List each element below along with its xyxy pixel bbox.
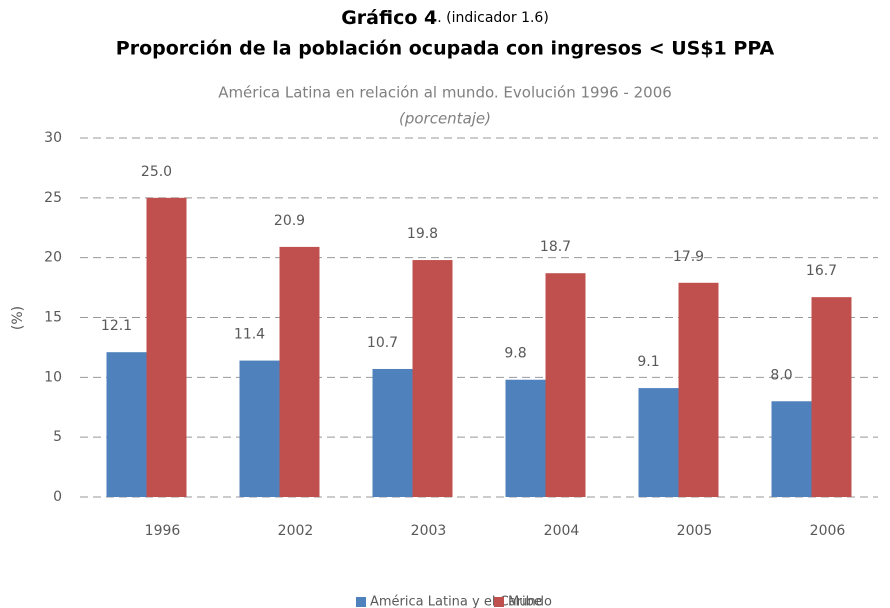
value-label: 19.8: [407, 226, 438, 242]
bar: [545, 273, 586, 497]
title-main: Gráfico 4: [341, 7, 437, 29]
value-label: 16.7: [806, 263, 837, 279]
x-tick-label: 2006: [810, 523, 846, 539]
y-tick-label: 30: [44, 130, 62, 146]
bar: [678, 282, 719, 497]
x-tick-label: 1996: [145, 523, 181, 539]
bar: [505, 379, 546, 497]
value-label: 18.7: [540, 239, 571, 255]
y-axis-label: (%): [10, 306, 26, 330]
value-label: 12.1: [101, 318, 132, 334]
legend-swatch: [494, 597, 504, 607]
bar: [638, 388, 679, 497]
x-tick-label: 2005: [677, 523, 713, 539]
y-tick-label: 10: [44, 369, 62, 385]
legend-label: Mundo: [508, 595, 552, 608]
bar: [106, 352, 147, 497]
bar: [811, 297, 852, 497]
value-label: 11.4: [234, 327, 265, 343]
bar: [372, 368, 413, 497]
unit-note: (porcentaje): [399, 110, 491, 128]
y-tick-label: 0: [53, 489, 62, 505]
chart-title: Gráfico 4. (indicador 1.6): [341, 7, 549, 29]
value-label: 17.9: [673, 249, 704, 265]
chart-caption: América Latina en relación al mundo. Evo…: [218, 84, 672, 102]
bar: [771, 401, 812, 497]
value-label: 9.8: [504, 346, 526, 362]
x-tick-label: 2004: [544, 523, 580, 539]
bar: [412, 260, 453, 497]
y-tick-label: 20: [44, 250, 62, 266]
y-tick-label: 25: [44, 190, 62, 206]
legend-swatch: [356, 597, 366, 607]
value-label: 9.1: [637, 354, 659, 370]
value-label: 25.0: [141, 164, 172, 180]
value-label: 10.7: [367, 335, 398, 351]
x-tick-label: 2003: [411, 523, 447, 539]
value-label: 20.9: [274, 213, 305, 229]
y-tick-label: 15: [44, 310, 62, 326]
x-tick-label: 2002: [278, 523, 314, 539]
chart-subtitle: Proporción de la población ocupada con i…: [116, 38, 775, 60]
title-suffix: . (indicador 1.6): [437, 10, 549, 26]
bar: [239, 360, 280, 497]
bar: [146, 197, 187, 498]
value-label: 8.0: [770, 367, 792, 383]
bar: [279, 246, 320, 497]
y-tick-label: 5: [53, 429, 62, 445]
